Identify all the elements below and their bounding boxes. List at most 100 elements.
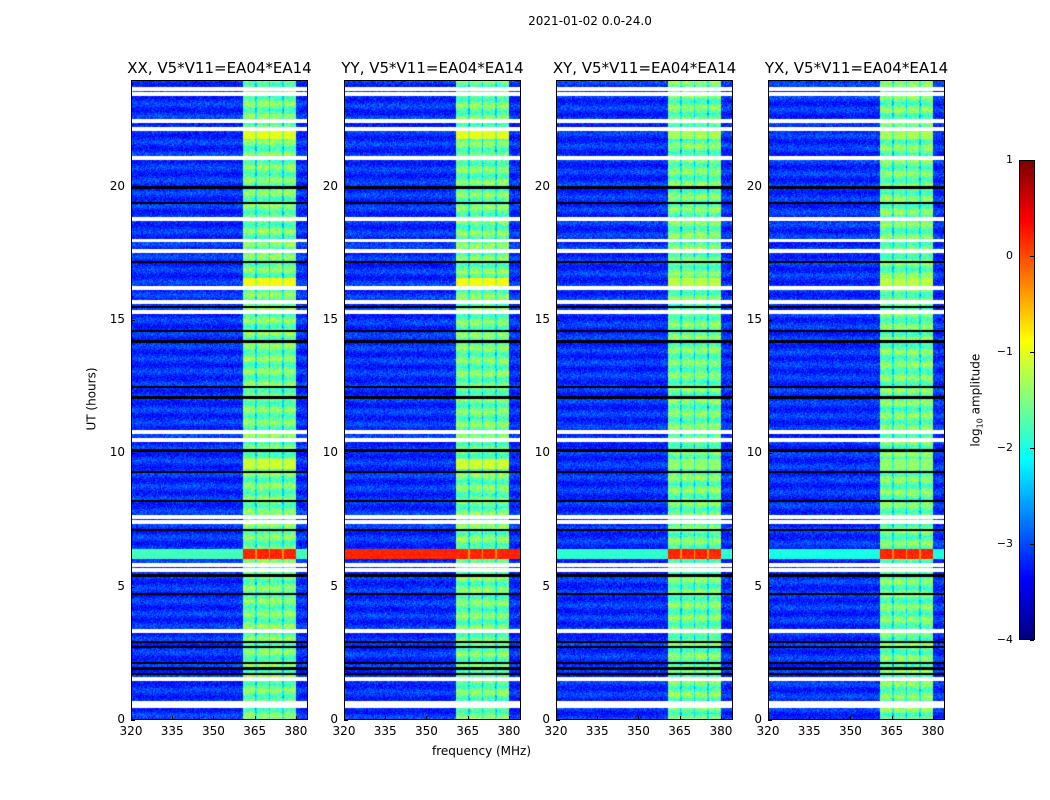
y-tick-label: 15 [534,312,550,326]
x-tick-label: 365 [880,724,904,738]
colorbar [1019,160,1035,640]
x-tick-label: 320 [119,724,143,738]
y-axis-label: UT (hours) [84,367,99,431]
x-tick-mark [385,716,387,720]
y-tick-label: 0 [542,712,550,726]
x-tick-label: 335 [160,724,184,738]
y-tick-mark [131,586,135,588]
x-tick-mark [891,716,893,720]
x-tick-mark [720,716,722,720]
y-tick-mark [131,720,135,721]
x-tick-mark [597,716,599,720]
x-tick-mark [556,716,557,720]
x-tick-mark [344,716,345,720]
x-tick-label: 335 [797,724,821,738]
x-tick-label: 380 [709,724,733,738]
x-axis-label: frequency (MHz) [432,744,532,758]
heatmap-image [345,81,520,719]
x-tick-label: 350 [627,724,650,738]
y-tick-mark [344,453,348,455]
figure-title: 2021-01-02 0.0-24.0 [528,14,652,28]
y-tick-label: 15 [322,312,338,326]
x-tick-mark [932,716,934,720]
y-tick-label: 5 [117,578,125,593]
x-tick-label: 365 [456,724,480,738]
y-tick-label: 5 [542,578,550,593]
colorbar-tick-label: 0 [1006,249,1013,262]
y-tick-label: 5 [754,578,762,593]
colorbar-label: log10 amplitude [968,353,985,447]
x-tick-mark [254,716,256,720]
colorbar-tick-label: −3 [996,537,1013,550]
x-tick-label: 365 [668,724,692,738]
y-tick-label: 10 [322,445,338,460]
colorbar-tick-mark [1030,640,1034,641]
panel-title: YY, V5*V11=EA04*EA14 [341,59,524,77]
y-tick-label: 0 [117,712,125,726]
y-tick-mark [556,186,560,188]
heatmap-image [769,81,944,719]
y-tick-label: 0 [754,712,762,726]
colorbar-tick-mark [1030,160,1034,161]
x-tick-label: 365 [243,724,267,738]
x-tick-label: 350 [202,724,225,738]
x-tick-label: 350 [415,724,438,738]
x-tick-mark [426,716,428,720]
panel-title: XY, V5*V11=EA04*EA14 [552,59,737,77]
colorbar-tick-mark [1030,256,1034,257]
y-tick-label: 15 [746,312,762,326]
colorbar-tick-label: −4 [996,633,1013,646]
heatmap-panel [768,80,945,720]
y-tick-mark [131,320,135,321]
y-tick-mark [556,720,560,721]
y-tick-mark [344,186,348,188]
y-tick-mark [344,586,348,588]
y-tick-mark [768,320,772,321]
y-tick-label: 10 [534,445,550,460]
y-tick-label: 0 [330,712,338,726]
y-tick-mark [556,586,560,588]
x-tick-mark [295,716,297,720]
heatmap-image [557,81,732,719]
colorbar-tick-label: −2 [996,441,1013,454]
colorbar-tick-label: 1 [1006,153,1013,166]
y-tick-label: 10 [109,445,125,460]
y-tick-label: 10 [746,445,762,460]
y-tick-label: 20 [746,178,762,193]
x-tick-label: 380 [497,724,521,738]
y-tick-mark [131,453,135,455]
x-tick-label: 380 [921,724,945,738]
heatmap-panel [344,80,521,720]
x-tick-label: 335 [373,724,397,738]
y-tick-mark [768,720,772,721]
colorbar-tick-mark [1030,544,1034,545]
x-tick-mark [768,716,769,720]
y-tick-mark [556,453,560,455]
colorbar-tick-mark [1030,448,1034,449]
x-tick-mark [508,716,510,720]
x-tick-mark [809,716,811,720]
y-tick-mark [768,453,772,455]
y-tick-label: 20 [109,178,125,193]
y-tick-label: 20 [322,178,338,193]
x-tick-mark [131,716,132,720]
y-tick-label: 5 [330,578,338,593]
y-tick-mark [768,186,772,188]
x-tick-mark [638,716,640,720]
heatmap-panel [556,80,733,720]
heatmap-image [132,81,307,719]
colorbar-tick-label: −1 [996,345,1013,358]
x-tick-mark [467,716,469,720]
x-tick-label: 380 [284,724,308,738]
x-tick-mark [850,716,852,720]
y-tick-label: 15 [109,312,125,326]
y-tick-mark [344,320,348,321]
panel-title: YX, V5*V11=EA04*EA14 [764,59,949,77]
y-tick-mark [344,720,348,721]
x-tick-mark [679,716,681,720]
colorbar-tick-mark [1030,352,1034,353]
x-tick-mark [213,716,215,720]
x-tick-label: 320 [332,724,356,738]
x-tick-label: 335 [585,724,609,738]
